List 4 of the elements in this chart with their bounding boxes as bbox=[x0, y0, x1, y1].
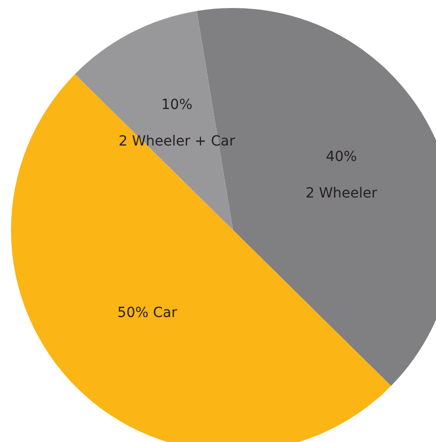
slice-label: 50% Car bbox=[117, 304, 178, 321]
slice-label: 2 Wheeler bbox=[306, 186, 378, 202]
data-label: 10% bbox=[161, 96, 192, 113]
data-label: 40% bbox=[326, 149, 357, 166]
